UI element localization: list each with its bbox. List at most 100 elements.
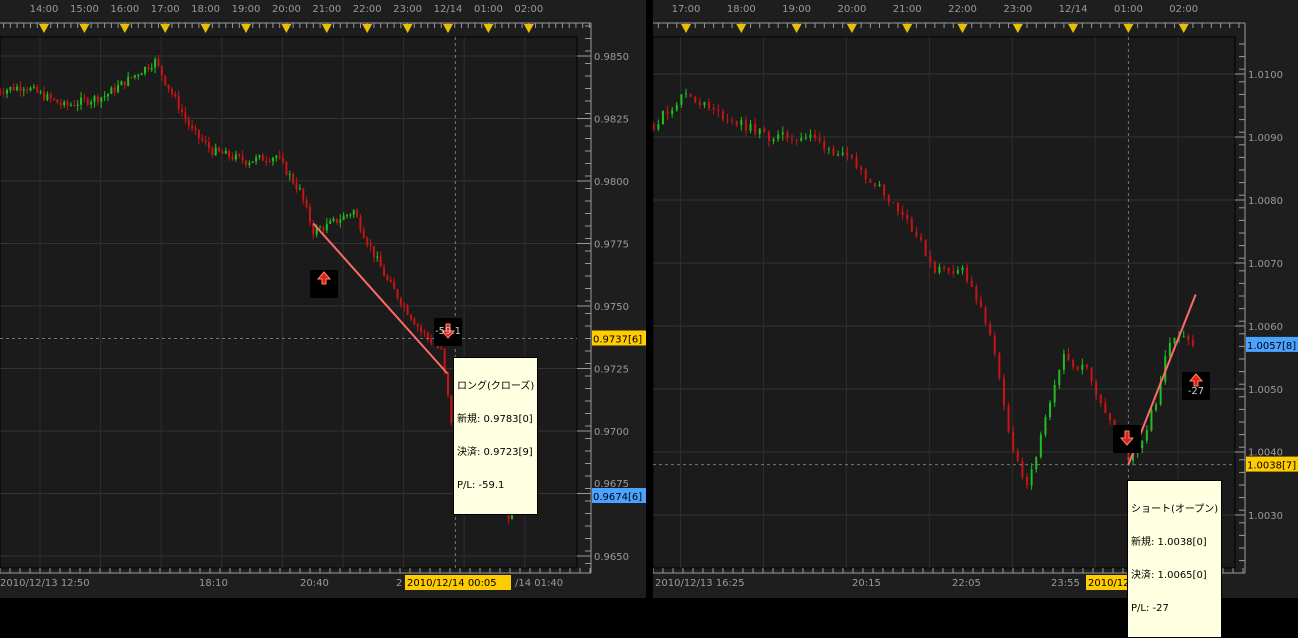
candle-body bbox=[790, 138, 793, 140]
candle-body bbox=[201, 138, 204, 141]
hour-marker-icon bbox=[321, 24, 332, 33]
candle-body bbox=[1095, 381, 1098, 395]
candle-body bbox=[420, 326, 423, 332]
candle-body bbox=[443, 348, 446, 373]
candlestick-chart-right[interactable]: 17:00 18:00 19:00 20:00 21:00 22:00 23:00 12/14… bbox=[653, 0, 1298, 598]
candle-body bbox=[827, 148, 830, 150]
arrow-up-icon bbox=[1188, 373, 1204, 387]
hour-marker-icon bbox=[1123, 24, 1134, 33]
candle-body bbox=[924, 239, 927, 256]
price-label: 1.0060 bbox=[1248, 322, 1283, 333]
candle-body bbox=[288, 173, 291, 175]
candle-body bbox=[1076, 366, 1079, 370]
candle-body bbox=[1173, 337, 1176, 343]
candle-body bbox=[231, 156, 234, 160]
hour-marker-icon bbox=[362, 24, 373, 33]
bottom-time-label: 20:40 bbox=[300, 578, 329, 589]
candle-body bbox=[389, 279, 392, 282]
time-label: 01:00 bbox=[1114, 4, 1143, 15]
candle-body bbox=[96, 96, 99, 103]
candle-body bbox=[1145, 430, 1148, 441]
candle-body bbox=[763, 128, 766, 133]
candle-body bbox=[1067, 353, 1070, 361]
candle-body bbox=[447, 372, 449, 396]
tooltip-pl: P/L: -27 bbox=[1131, 603, 1169, 614]
candle-body bbox=[423, 331, 426, 333]
candle-body bbox=[39, 91, 42, 93]
candle-body bbox=[204, 140, 207, 143]
candle-body bbox=[1141, 440, 1144, 449]
candle-body bbox=[335, 218, 338, 223]
candle-body bbox=[1053, 384, 1056, 403]
candle-body bbox=[349, 214, 352, 216]
hour-marker-icon bbox=[483, 24, 494, 33]
price-label: 1.0080 bbox=[1248, 196, 1283, 207]
candle-body bbox=[26, 89, 29, 91]
candle-body bbox=[413, 319, 416, 325]
candle-body bbox=[804, 137, 807, 139]
bottom-time-label: 2010/12/13 16:25 bbox=[655, 578, 745, 589]
candle-body bbox=[181, 109, 184, 113]
candle-body bbox=[0, 91, 2, 93]
candlestick-chart-left[interactable]: 14:00 15:00 16:00 17:00 18:00 19:00 20:00 21:00… bbox=[0, 0, 646, 598]
chart-panel-left[interactable]: 14:00 15:00 16:00 17:00 18:00 19:00 20:00 21:00… bbox=[0, 0, 646, 598]
candle-body bbox=[22, 89, 25, 91]
candle-body bbox=[238, 154, 241, 157]
candle-body bbox=[69, 104, 72, 106]
candle-body bbox=[832, 148, 835, 156]
candle-body bbox=[841, 152, 844, 155]
time-label: 20:00 bbox=[837, 4, 866, 15]
candle-body bbox=[369, 244, 372, 247]
candle-body bbox=[137, 75, 140, 77]
pl-badge: -27 bbox=[1188, 386, 1204, 397]
candle-body bbox=[708, 102, 711, 109]
candle-body bbox=[302, 188, 305, 201]
chart-panel-right[interactable]: 17:00 18:00 19:00 20:00 21:00 22:00 23:00 12/14… bbox=[653, 0, 1298, 638]
candle-body bbox=[1168, 342, 1171, 357]
candle-body bbox=[938, 266, 941, 273]
candle-body bbox=[174, 94, 177, 97]
candle-body bbox=[675, 104, 678, 111]
candle-body bbox=[194, 128, 197, 130]
candle-body bbox=[154, 58, 157, 68]
candle-body bbox=[869, 179, 872, 183]
price-label: 0.9775 bbox=[594, 240, 629, 251]
time-label: 17:00 bbox=[672, 4, 701, 15]
candle-body bbox=[873, 182, 876, 187]
price-label: 0.9825 bbox=[594, 115, 629, 126]
candle-body bbox=[883, 184, 886, 195]
candle-body bbox=[901, 211, 904, 216]
cursor-price-text: 0.9737[6] bbox=[593, 335, 642, 346]
hour-marker-icon bbox=[957, 24, 968, 33]
candle-body bbox=[187, 118, 190, 126]
time-label: 20:00 bbox=[272, 4, 301, 15]
candle-body bbox=[1039, 434, 1042, 457]
last-price-text: 1.0057[8] bbox=[1247, 341, 1296, 352]
bottom-time-label: 18:10 bbox=[199, 578, 228, 589]
candle-body bbox=[86, 98, 89, 105]
candle-body bbox=[177, 96, 180, 110]
time-label: 22:00 bbox=[948, 4, 977, 15]
candle-body bbox=[322, 227, 325, 231]
candle-body bbox=[933, 261, 936, 273]
hour-marker-icon bbox=[119, 24, 130, 33]
candle-body bbox=[1108, 413, 1111, 420]
candle-body bbox=[772, 139, 775, 142]
candle-body bbox=[366, 237, 369, 245]
candle-body bbox=[795, 139, 798, 141]
bottom-time-label: 22:05 bbox=[952, 578, 981, 589]
candle-body bbox=[43, 91, 45, 100]
candle-body bbox=[59, 103, 62, 106]
price-label: 0.9675 bbox=[594, 479, 629, 490]
candle-body bbox=[1099, 394, 1102, 404]
candle-body bbox=[1002, 378, 1005, 406]
candle-body bbox=[979, 300, 982, 308]
hour-marker-icon bbox=[241, 24, 251, 33]
candle-body bbox=[717, 109, 720, 112]
candle-body bbox=[76, 104, 79, 106]
candle-body bbox=[245, 160, 247, 165]
time-label: 22:00 bbox=[353, 4, 382, 15]
candle-body bbox=[1155, 404, 1158, 411]
cursor-price-text: 1.0038[7] bbox=[1247, 461, 1296, 472]
price-label: 0.9700 bbox=[594, 427, 629, 438]
